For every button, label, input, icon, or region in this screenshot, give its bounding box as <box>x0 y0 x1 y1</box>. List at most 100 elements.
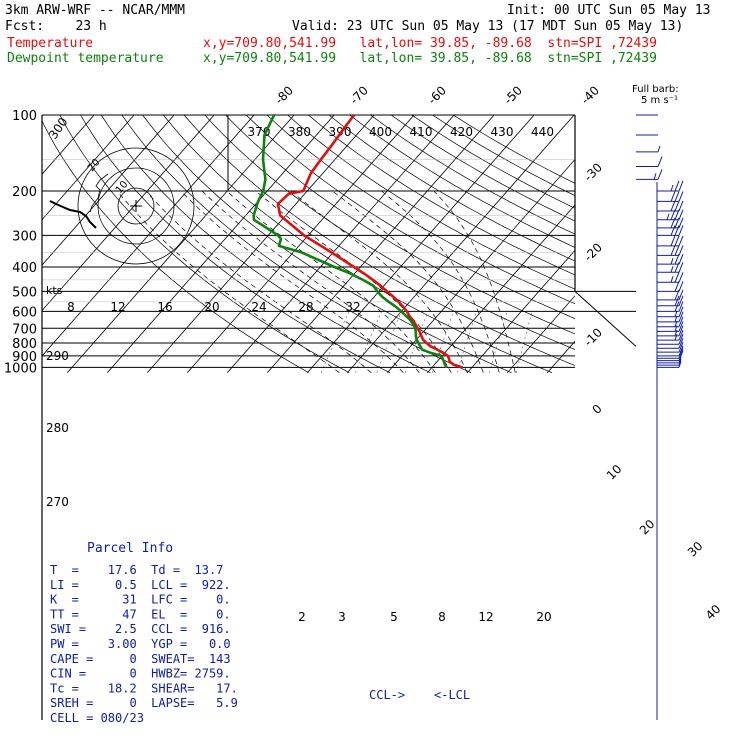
parcel-info-row: SWI = 2.5 CCL = 916. <box>50 622 231 636</box>
wind-barb <box>657 253 684 265</box>
wind-barb-flag <box>678 361 682 368</box>
isotherm-line <box>42 115 255 357</box>
dry-adiabat-label: 380 <box>288 125 311 139</box>
dry-adiabat-line <box>431 115 575 197</box>
wind-barb-flag <box>657 156 663 167</box>
pressure-label: 1000 <box>4 361 37 376</box>
hodograph-trace <box>89 173 109 213</box>
wind-barb-flag <box>670 258 674 265</box>
wind-barb-flag <box>678 321 684 332</box>
dry-adiabat-line <box>162 115 553 374</box>
wind-barb-flag <box>657 169 663 180</box>
wind-barb-flag <box>670 191 676 202</box>
parcel-info-row: T = 17.6 Td = 13.7 <box>50 563 223 577</box>
frame-diagonal <box>574 291 637 347</box>
wind-barb-flag <box>674 329 678 337</box>
parcel-info-row: TT = 47 EL = 0. <box>50 607 231 621</box>
wind-barb-flag <box>678 281 684 292</box>
pressure-label: 500 <box>12 285 37 300</box>
isotherm-line <box>42 115 95 175</box>
dry-adiabat-line <box>204 115 575 350</box>
dry-adiabat-label: 430 <box>491 125 514 139</box>
wind-barb-flag <box>670 235 676 247</box>
isotherm-line <box>66 115 295 374</box>
moist-adiabat-line <box>332 190 484 373</box>
mixing-ratio-line <box>456 311 477 373</box>
wind-barb <box>657 180 684 192</box>
dry-adiabat-label: 270 <box>46 495 69 509</box>
isotherm-line <box>466 249 575 374</box>
wind-barb-flag <box>674 334 678 341</box>
hodograph-ring <box>77 147 195 265</box>
wind-barb-flag <box>678 262 684 273</box>
dry-adiabat-line <box>142 115 512 374</box>
wind-barb <box>657 334 684 345</box>
parcel-info-row: CAPE = 0 SWEAT= 143 <box>50 652 231 666</box>
parcel-info-row: K = 31 LFC = 0. <box>50 593 231 607</box>
temperature-location: x,y=709.80,541.99 lat,lon= 39.85, -89.68… <box>203 36 657 51</box>
wind-barb-flag <box>678 209 684 220</box>
wind-barb-flag <box>678 253 684 265</box>
isotherm-label: -30 <box>581 160 605 184</box>
mixing-ratio-label: 12 <box>478 610 493 624</box>
wind-barb <box>657 301 684 312</box>
wind-barb-flag <box>674 281 680 292</box>
dry-adiabat-label: 280 <box>46 421 69 435</box>
pressure-label: 400 <box>12 261 37 276</box>
moist-adiabat-label: 12 <box>110 300 125 314</box>
wind-barb-flag <box>678 345 684 357</box>
wind-barb-flag <box>670 200 676 212</box>
isotherm-line <box>346 115 575 374</box>
wind-barb-flag <box>678 191 684 202</box>
wind-barb <box>657 200 684 212</box>
parcel-info-row: SREH = 0 LAPSE= 5.9 <box>50 696 238 710</box>
pressure-label: 300 <box>12 229 37 244</box>
wind-barb-flag <box>674 235 680 247</box>
dry-adiabat-label: 410 <box>410 125 433 139</box>
isotherm-line <box>546 340 575 374</box>
barb-legend-line2: 5 m s⁻¹ <box>641 95 678 106</box>
wind-barb <box>657 225 684 236</box>
mixing-ratio-line <box>489 311 508 373</box>
parcel-info-row: Tc = 18.2 SHEAR= 17. <box>50 681 238 695</box>
wind-barb-flag <box>678 225 684 236</box>
wind-barb <box>657 272 684 283</box>
isotherm-label: 10 <box>604 462 625 483</box>
parcel-info-row: CELL = 080/23 <box>50 711 144 725</box>
wind-barb <box>636 156 663 168</box>
ccl-marker: CCL-> <box>369 688 405 702</box>
moist-adiabat-label: 8 <box>67 300 75 314</box>
hodograph-ring <box>117 187 155 225</box>
wind-barb-flag <box>678 295 684 306</box>
isotherm-label: -80 <box>272 83 296 107</box>
wind-barb-flag <box>674 245 680 256</box>
wind-barb-flag <box>670 276 674 283</box>
mixing-ratio-line <box>404 311 429 373</box>
moist-adiabat-line <box>226 190 436 373</box>
isotherm-line <box>506 295 575 374</box>
wind-barb-flag <box>678 350 684 361</box>
wind-barb <box>636 169 663 180</box>
parcel-info-row: CIN = 0 HWBZ= 2759. <box>50 667 231 681</box>
wind-barb-flag <box>678 306 684 317</box>
moist-adiabat-label: 32 <box>345 300 360 314</box>
wind-barb <box>657 348 684 359</box>
isotherm-label: 40 <box>703 602 724 623</box>
wind-barb-flag <box>678 341 684 353</box>
wind-barb-flag <box>670 225 676 236</box>
mixing-ratio-line <box>320 311 350 373</box>
wind-barb <box>657 235 684 247</box>
mixing-ratio-label: 2 <box>298 610 306 624</box>
wind-barb <box>636 145 661 153</box>
dry-adiabat-label: 440 <box>531 125 554 139</box>
wind-barb-flag <box>678 301 684 312</box>
wind-barb-flag <box>678 235 684 247</box>
dry-adiabat-line <box>100 115 431 374</box>
wind-barb <box>657 191 684 202</box>
moist-adiabat-line <box>180 190 404 373</box>
isotherm-label: -20 <box>581 240 605 264</box>
wind-barb-flag <box>653 173 657 180</box>
wind-barb-flag <box>678 334 684 345</box>
mixing-ratio-label: 20 <box>536 610 551 624</box>
dry-adiabat-line <box>59 115 350 374</box>
